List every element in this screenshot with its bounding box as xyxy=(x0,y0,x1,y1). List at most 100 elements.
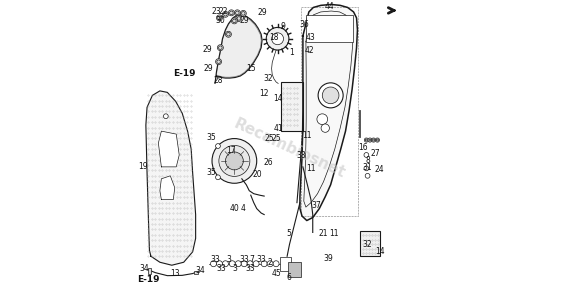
Circle shape xyxy=(372,139,375,141)
Polygon shape xyxy=(300,4,357,221)
Text: 32: 32 xyxy=(363,240,372,249)
Circle shape xyxy=(321,124,329,132)
Text: 22: 22 xyxy=(219,7,228,16)
Text: 38: 38 xyxy=(296,151,306,160)
Circle shape xyxy=(218,16,221,20)
Text: 21: 21 xyxy=(318,229,328,238)
Circle shape xyxy=(266,27,289,50)
Text: 11: 11 xyxy=(306,164,316,173)
Text: 19: 19 xyxy=(138,162,148,171)
Text: 32: 32 xyxy=(264,74,273,83)
Text: 18: 18 xyxy=(269,33,278,42)
Polygon shape xyxy=(215,15,262,83)
Circle shape xyxy=(365,173,370,178)
Text: 33: 33 xyxy=(245,264,255,273)
Text: 5: 5 xyxy=(287,229,291,238)
Circle shape xyxy=(233,19,236,23)
Circle shape xyxy=(222,11,228,17)
Text: 33: 33 xyxy=(239,255,249,264)
Polygon shape xyxy=(146,91,196,265)
Polygon shape xyxy=(160,176,175,200)
Circle shape xyxy=(225,31,232,37)
Circle shape xyxy=(237,17,241,20)
Text: 29: 29 xyxy=(204,64,213,73)
Text: 31: 31 xyxy=(363,163,372,172)
Text: 33: 33 xyxy=(217,264,226,273)
Text: E-19: E-19 xyxy=(137,275,160,284)
Bar xyxy=(360,231,380,256)
Text: 9: 9 xyxy=(280,22,285,31)
Circle shape xyxy=(223,13,227,16)
Circle shape xyxy=(364,153,369,157)
Circle shape xyxy=(163,114,168,119)
Circle shape xyxy=(219,145,250,176)
Text: 3: 3 xyxy=(226,255,231,264)
Text: 15: 15 xyxy=(247,64,256,73)
Circle shape xyxy=(376,139,379,141)
Circle shape xyxy=(267,261,273,267)
Text: 13: 13 xyxy=(170,269,179,278)
Bar xyxy=(148,268,151,274)
Circle shape xyxy=(217,15,222,21)
Circle shape xyxy=(236,11,239,15)
Text: 2: 2 xyxy=(267,258,273,267)
Bar xyxy=(358,110,360,137)
Circle shape xyxy=(232,18,237,24)
Text: E-19: E-19 xyxy=(173,69,196,77)
Text: 25: 25 xyxy=(265,134,274,143)
Circle shape xyxy=(241,261,247,267)
Text: 35: 35 xyxy=(207,168,217,177)
Bar xyxy=(193,271,197,274)
Circle shape xyxy=(323,87,339,104)
Circle shape xyxy=(217,45,223,51)
Circle shape xyxy=(230,11,233,15)
Circle shape xyxy=(318,83,343,108)
Text: 29: 29 xyxy=(258,8,267,17)
Circle shape xyxy=(234,10,240,16)
Circle shape xyxy=(372,138,376,142)
Circle shape xyxy=(364,138,368,142)
Text: 33: 33 xyxy=(211,255,221,264)
Text: 17: 17 xyxy=(226,146,236,155)
Circle shape xyxy=(211,261,217,267)
Circle shape xyxy=(375,138,379,142)
Circle shape xyxy=(212,139,256,183)
Text: 28: 28 xyxy=(214,76,223,85)
Bar xyxy=(280,257,291,271)
Text: Recambiosnet: Recambiosnet xyxy=(232,117,347,181)
Circle shape xyxy=(236,15,242,21)
Circle shape xyxy=(240,10,246,16)
Circle shape xyxy=(317,114,328,125)
Circle shape xyxy=(217,60,221,63)
Circle shape xyxy=(369,139,371,141)
Circle shape xyxy=(222,261,228,267)
Text: 30: 30 xyxy=(215,16,225,25)
Text: 4: 4 xyxy=(241,204,245,212)
Text: 20: 20 xyxy=(252,170,262,179)
Circle shape xyxy=(273,261,279,267)
Text: 3: 3 xyxy=(232,264,237,273)
Text: 6: 6 xyxy=(287,273,291,282)
Text: 37: 37 xyxy=(312,201,321,209)
Text: 29: 29 xyxy=(239,16,249,25)
Circle shape xyxy=(228,10,234,16)
Circle shape xyxy=(215,144,221,148)
Text: 7: 7 xyxy=(250,255,255,264)
Text: 34: 34 xyxy=(195,266,205,275)
Text: 14: 14 xyxy=(376,247,385,256)
Circle shape xyxy=(241,12,245,15)
Text: 39: 39 xyxy=(323,254,333,263)
Circle shape xyxy=(364,166,369,171)
Text: 45: 45 xyxy=(272,269,282,278)
Polygon shape xyxy=(159,131,179,167)
Circle shape xyxy=(261,261,267,267)
Text: 41: 41 xyxy=(273,124,283,133)
Text: 42: 42 xyxy=(305,46,314,55)
Text: 1: 1 xyxy=(290,48,294,57)
Circle shape xyxy=(215,175,221,180)
Text: 16: 16 xyxy=(358,143,368,152)
Text: 40: 40 xyxy=(229,204,239,212)
Bar xyxy=(281,82,303,131)
Text: 12: 12 xyxy=(259,89,269,98)
Text: 14: 14 xyxy=(273,94,283,103)
